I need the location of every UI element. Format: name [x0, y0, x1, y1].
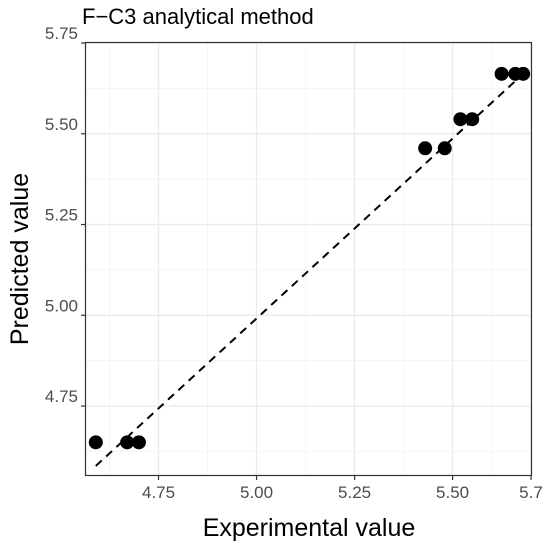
- y-ticks-layer: 4.75 5.00 5.25 5.50 5.75: [45, 24, 86, 407]
- x-tick-label: 5.50: [436, 483, 469, 502]
- y-tick-label: 4.75: [45, 387, 78, 406]
- grid-layer: [86, 42, 532, 475]
- y-tick-label: 5.50: [45, 115, 78, 134]
- data-point: [516, 66, 531, 81]
- reference-layer: [95, 73, 524, 467]
- data-point: [418, 141, 433, 156]
- points-layer: [88, 66, 531, 450]
- data-point: [437, 141, 452, 156]
- x-tick-label: 5.25: [338, 483, 371, 502]
- y-tick-label: 5.00: [45, 296, 78, 315]
- x-axis-title: Experimental value: [203, 514, 416, 542]
- data-point: [494, 66, 509, 81]
- data-point: [88, 435, 103, 450]
- x-tick-label: 4.75: [142, 483, 175, 502]
- data-point: [131, 435, 146, 450]
- x-tick-label: 5.7: [519, 483, 543, 502]
- x-ticks-layer: 4.75 5.00 5.25 5.50 5.7: [142, 475, 543, 502]
- y-axis-title: Predicted value: [6, 173, 34, 345]
- plot-panel: [84, 41, 533, 477]
- data-point: [120, 435, 135, 450]
- chart-title: F−C3 analytical method: [82, 4, 314, 29]
- x-tick-label: 5.00: [240, 483, 273, 502]
- reference-line: [95, 73, 524, 467]
- data-point: [453, 112, 468, 127]
- y-tick-label: 5.75: [45, 24, 78, 43]
- y-tick-label: 5.25: [45, 206, 78, 225]
- data-point: [465, 112, 480, 127]
